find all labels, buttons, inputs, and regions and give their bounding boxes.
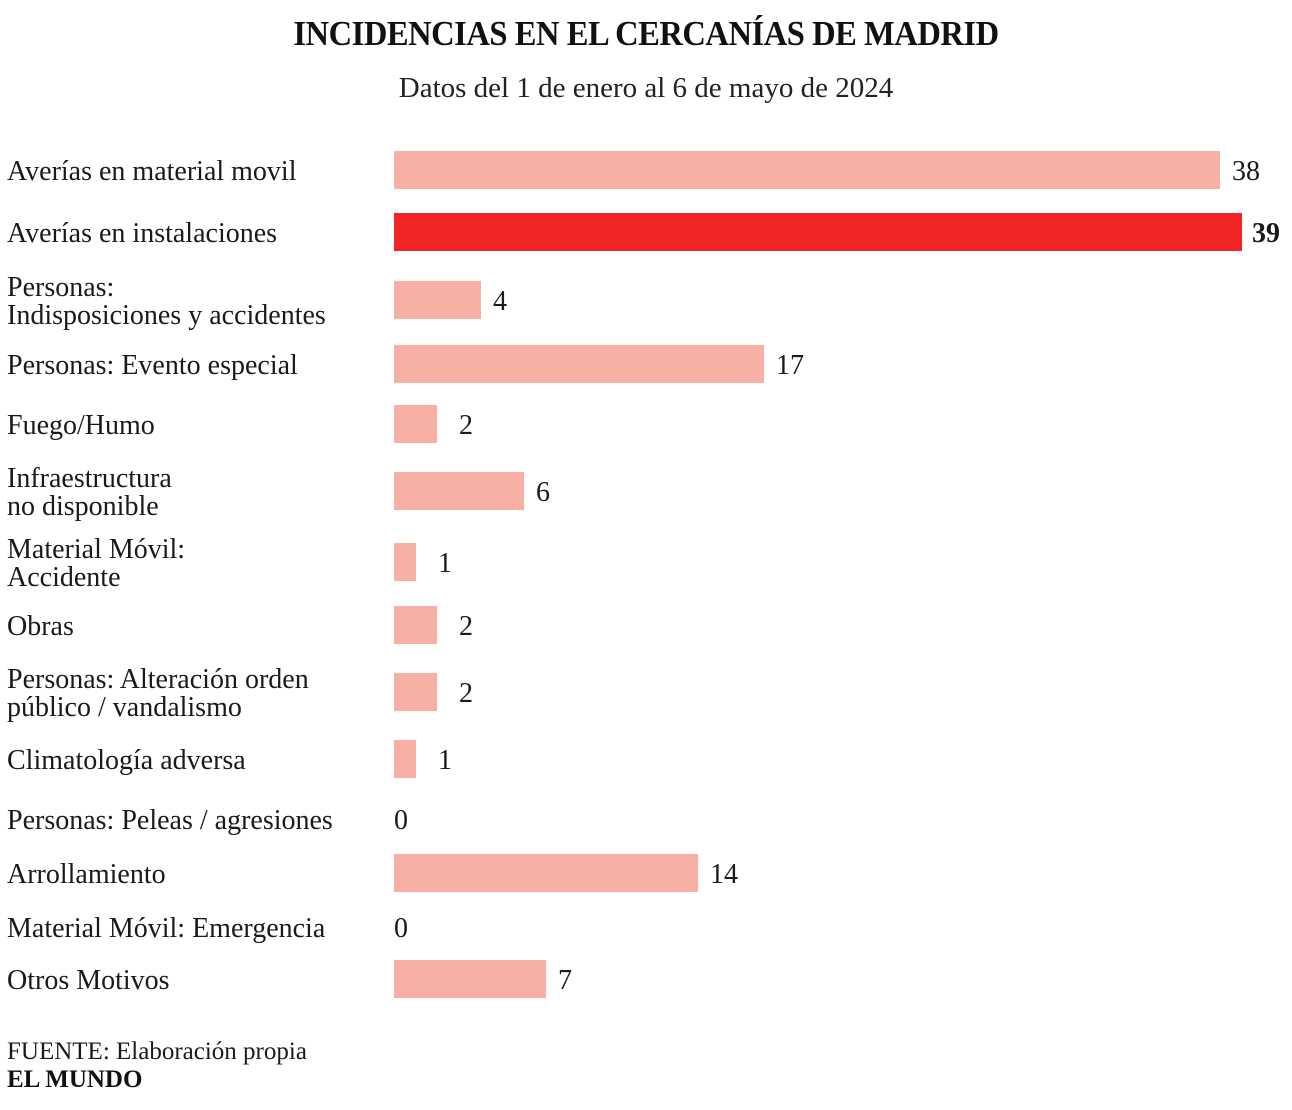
bar [394,345,764,383]
value-label: 0 [394,913,408,944]
bar [394,543,416,581]
category-label: Material Móvil: Accidente [7,534,185,593]
bar [394,151,1220,189]
category-label: Personas: Indisposiciones y accidentes [7,272,326,331]
value-label: 17 [776,350,804,381]
category-label: Material Móvil: Emergencia [7,913,326,944]
category-label: Personas: Alteración orden público / vand… [7,664,309,723]
value-label: 2 [459,611,473,642]
bar [394,472,524,510]
value-label: 7 [558,965,572,996]
value-label: 2 [459,678,473,709]
category-label: Averías en instalaciones [7,218,277,249]
value-label: 1 [438,745,452,776]
chart-title: INCIDENCIAS EN EL CERCANÍAS DE MADRID [293,14,999,53]
brand-logo-text: EL MUNDO [7,1066,143,1093]
category-label: Climatología adversa [7,745,246,776]
value-label: 6 [536,477,550,508]
chart-subtitle: Datos del 1 de enero al 6 de mayo de 202… [398,72,894,104]
source-text: Elaboración propia [116,1038,307,1065]
category-label: Personas: Peleas / agresiones [7,805,333,836]
category-label: Arrollamiento [7,859,166,890]
category-label: Infraestructura no disponible [7,463,172,522]
category-label: Averías en material movil [7,156,297,187]
bar-chart: Averías en material movil 38 Averías en in… [7,151,1280,998]
category-label: Fuego/Humo [7,410,155,441]
value-label: 0 [394,805,408,836]
value-label: 2 [459,410,473,441]
source-note: FUENTE: Elaboración propia [7,1038,307,1066]
bar [394,673,437,711]
bar [394,606,437,644]
category-label: Obras [7,611,74,642]
value-label: 39 [1252,218,1280,249]
value-label: 4 [493,286,507,317]
source-prefix: FUENTE: [7,1038,110,1065]
bar [394,960,546,998]
bar-highlighted [394,213,1242,251]
bar [394,854,698,892]
category-label: Otros Motivos [7,965,170,996]
bar [394,740,416,778]
bar [394,281,481,319]
value-label: 14 [710,859,738,890]
value-label: 38 [1232,156,1260,187]
category-label: Personas: Evento especial [7,350,298,381]
value-label: 1 [438,548,452,579]
bar [394,405,437,443]
